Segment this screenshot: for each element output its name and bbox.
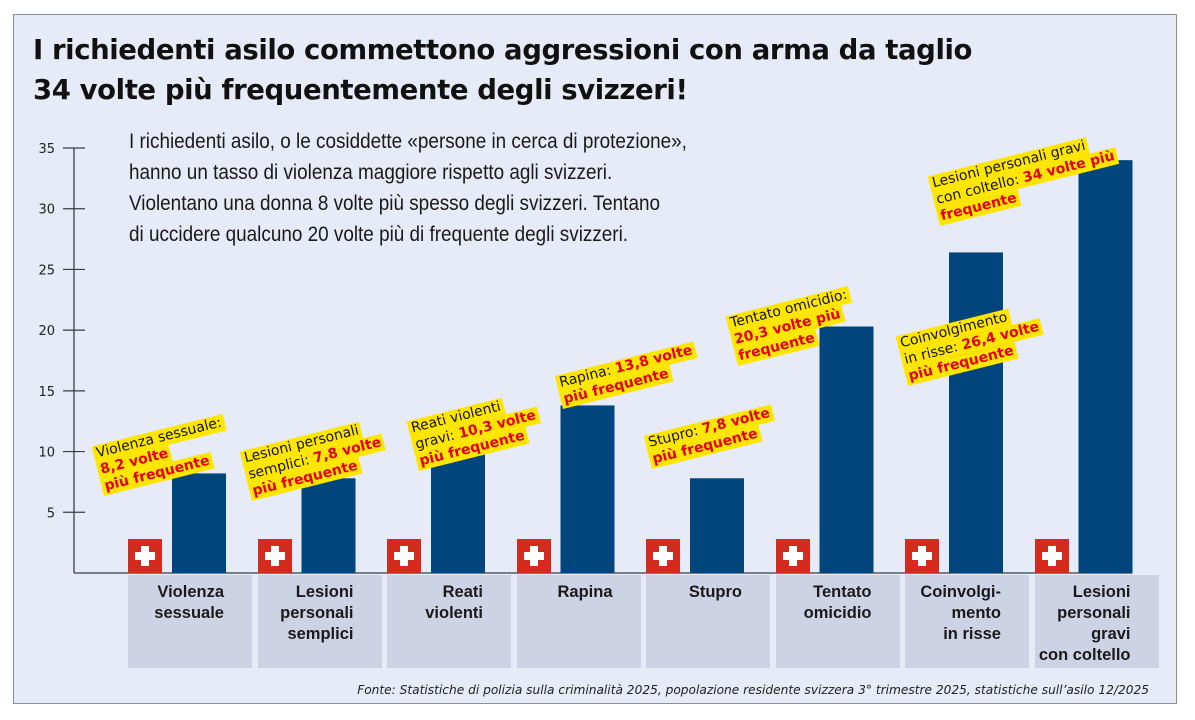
bar bbox=[690, 478, 744, 573]
category-label: Tentato omicidio bbox=[803, 583, 872, 622]
bar bbox=[949, 252, 1003, 573]
category-box bbox=[1034, 575, 1159, 668]
category-box bbox=[128, 575, 252, 668]
chart-subtitle: I richiedenti asilo, o le cosiddette «pe… bbox=[129, 126, 687, 250]
cross-icon-part bbox=[659, 546, 667, 566]
subtitle-line: hanno un tasso di violenza maggiore risp… bbox=[129, 161, 613, 184]
chart-title: I richiedenti asilo commettono aggressio… bbox=[33, 30, 972, 110]
category-label: Coinvolgi- mento in risse bbox=[920, 583, 1001, 643]
bar bbox=[819, 326, 874, 573]
bar bbox=[1078, 160, 1133, 573]
swiss-flag-icon bbox=[257, 539, 292, 573]
swiss-flag-icon bbox=[646, 539, 680, 573]
y-tick-label: 5 bbox=[47, 506, 55, 521]
bar bbox=[560, 405, 615, 573]
subtitle-line: di uccidere qualcuno 20 volte più di fre… bbox=[129, 223, 629, 246]
bars bbox=[172, 160, 1133, 573]
cross-icon-part bbox=[400, 546, 408, 566]
category-label: Lesioni personali semplici bbox=[280, 583, 354, 643]
swiss-flag-icon bbox=[128, 539, 162, 573]
category-label: Lesioni personali gravi con coltello bbox=[1038, 583, 1131, 664]
swiss-flag-icon bbox=[905, 539, 939, 573]
y-tick-label: 10 bbox=[38, 446, 55, 461]
category-box bbox=[775, 575, 900, 668]
subtitle-line: Violentano una donna 8 volte più spesso … bbox=[129, 192, 660, 215]
category-box bbox=[516, 575, 641, 668]
cross-icon-part bbox=[270, 546, 279, 566]
category-label: Rapina bbox=[557, 583, 613, 601]
title-line-1: I richiedenti asilo commettono aggressio… bbox=[33, 34, 973, 66]
swiss-flag-icon bbox=[1034, 539, 1069, 573]
bar bbox=[431, 447, 485, 573]
bar bbox=[301, 478, 356, 573]
cross-icon-part bbox=[141, 546, 149, 566]
y-tick-label: 35 bbox=[38, 142, 55, 157]
y-tick-label: 30 bbox=[38, 203, 55, 218]
title-line-2: 34 volte più frequentemente degli svizze… bbox=[33, 74, 688, 106]
category-label: Violenza sessuale bbox=[154, 583, 224, 622]
cross-icon-part bbox=[529, 546, 538, 566]
category-label: Stupro bbox=[688, 583, 742, 601]
cross-icon-part bbox=[918, 546, 926, 566]
swiss-flag-icon bbox=[516, 539, 551, 573]
swiss-flag-icon bbox=[387, 539, 421, 573]
category-box bbox=[646, 575, 770, 668]
y-tick-label: 25 bbox=[38, 263, 55, 278]
category-label: Reati violenti bbox=[425, 583, 483, 622]
cross-icon-part bbox=[788, 546, 797, 566]
category-box bbox=[257, 575, 382, 668]
y-tick-label: 20 bbox=[38, 324, 55, 339]
y-tick-label: 15 bbox=[38, 385, 55, 400]
swiss-flag-icon bbox=[775, 539, 810, 573]
source-note: Fonte: Statistiche di polizia sulla crim… bbox=[357, 683, 1149, 697]
cross-icon-part bbox=[1047, 546, 1056, 566]
category-box bbox=[387, 575, 511, 668]
subtitle-line: I richiedenti asilo, o le cosiddette «pe… bbox=[129, 130, 687, 153]
bar bbox=[172, 473, 226, 573]
category-box bbox=[905, 575, 1029, 668]
